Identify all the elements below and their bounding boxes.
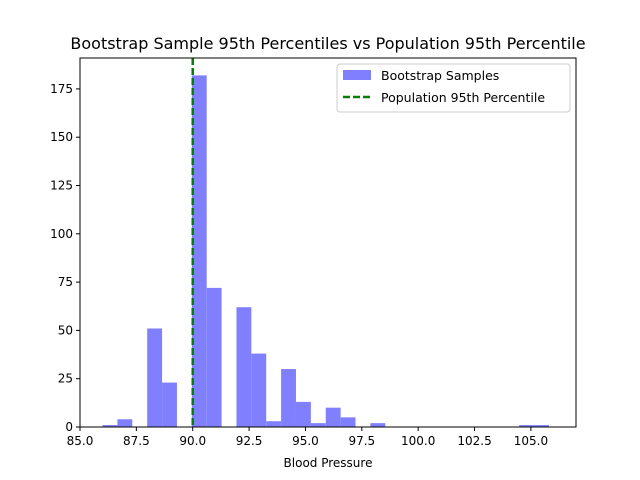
histogram-bar: [236, 307, 252, 427]
y-tick-label: 150: [50, 130, 73, 144]
histogram-bar: [370, 423, 386, 427]
histogram-bar: [310, 423, 326, 427]
legend-label-bootstrap: Bootstrap Samples: [381, 68, 499, 83]
x-tick-label: 105.0: [514, 434, 548, 448]
histogram-bar: [281, 369, 296, 427]
histogram-bar: [102, 425, 118, 427]
chart-title: Bootstrap Sample 95th Percentiles vs Pop…: [70, 34, 585, 53]
x-axis-ticks: 85.0 87.5 90.0 92.5 95.0 97.5 100.0 102.5 105.0: [67, 427, 548, 448]
x-tick-label: 95.0: [292, 434, 319, 448]
y-tick-label: 125: [50, 179, 73, 193]
legend: Bootstrap Samples Population 95th Percen…: [336, 63, 571, 113]
x-tick-label: 97.5: [348, 434, 375, 448]
legend-label-population: Population 95th Percentile: [381, 90, 545, 105]
y-tick-label: 0: [65, 420, 73, 434]
x-tick-label: 102.5: [457, 434, 491, 448]
y-tick-label: 50: [58, 323, 73, 337]
bars-layer: [102, 75, 549, 427]
x-tick-label: 85.0: [67, 434, 94, 448]
y-tick-label: 175: [50, 82, 73, 96]
histogram-bar: [147, 328, 163, 427]
x-tick-label: 100.0: [401, 434, 435, 448]
histogram-bar: [117, 419, 133, 427]
histogram-bar: [251, 353, 267, 427]
x-tick-label: 87.5: [123, 434, 150, 448]
y-tick-label: 100: [50, 227, 73, 241]
x-tick-label: 90.0: [179, 434, 206, 448]
histogram-bar: [519, 425, 535, 427]
y-axis-ticks: 0 25 50 75 100 125 150 175: [50, 82, 80, 434]
legend-frame: [336, 63, 571, 113]
histogram-bar: [266, 421, 282, 427]
x-axis-label: Blood Pressure: [284, 456, 373, 470]
histogram-bar: [191, 75, 207, 427]
legend-swatch-bootstrap: [343, 70, 371, 80]
histogram-bar: [295, 401, 311, 427]
histogram-bar: [162, 382, 177, 427]
histogram-bar: [325, 407, 341, 427]
histogram-bar: [340, 417, 356, 427]
histogram-bar: [534, 425, 549, 427]
histogram-bar: [206, 287, 222, 427]
y-tick-label: 75: [58, 275, 73, 289]
axes-frame: [79, 57, 577, 428]
y-tick-label: 25: [58, 372, 73, 386]
x-tick-label: 92.5: [236, 434, 263, 448]
